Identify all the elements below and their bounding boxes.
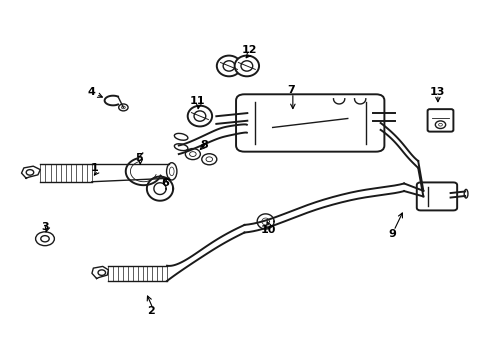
Ellipse shape [234,55,259,76]
Circle shape [26,170,34,175]
Circle shape [41,236,49,242]
Text: 9: 9 [387,229,395,239]
Circle shape [189,152,196,157]
FancyBboxPatch shape [427,109,452,132]
Circle shape [205,157,212,162]
Circle shape [119,104,128,111]
Ellipse shape [463,189,467,198]
Circle shape [185,149,200,159]
Text: 5: 5 [135,153,142,162]
Text: 11: 11 [189,95,205,105]
Text: 2: 2 [146,306,154,316]
Circle shape [434,121,445,129]
Text: 12: 12 [241,45,256,55]
Text: 3: 3 [41,222,49,231]
Text: 8: 8 [200,140,208,150]
Circle shape [36,232,54,246]
Ellipse shape [166,163,177,180]
Ellipse shape [216,55,241,76]
Text: 4: 4 [88,87,96,97]
FancyBboxPatch shape [236,94,384,152]
Ellipse shape [169,167,174,176]
Text: 6: 6 [161,179,168,188]
Polygon shape [21,166,40,178]
Circle shape [438,123,442,126]
Ellipse shape [174,134,187,140]
Text: 10: 10 [260,225,275,235]
Text: 7: 7 [287,85,295,95]
Text: 1: 1 [90,163,98,173]
Ellipse shape [187,106,212,126]
FancyBboxPatch shape [416,183,456,210]
Ellipse shape [194,111,205,121]
Circle shape [202,154,216,165]
Ellipse shape [223,61,234,71]
Ellipse shape [174,144,187,150]
Circle shape [121,106,125,109]
Ellipse shape [241,61,252,71]
Text: 13: 13 [428,87,444,97]
Circle shape [98,270,105,275]
Polygon shape [92,266,108,279]
